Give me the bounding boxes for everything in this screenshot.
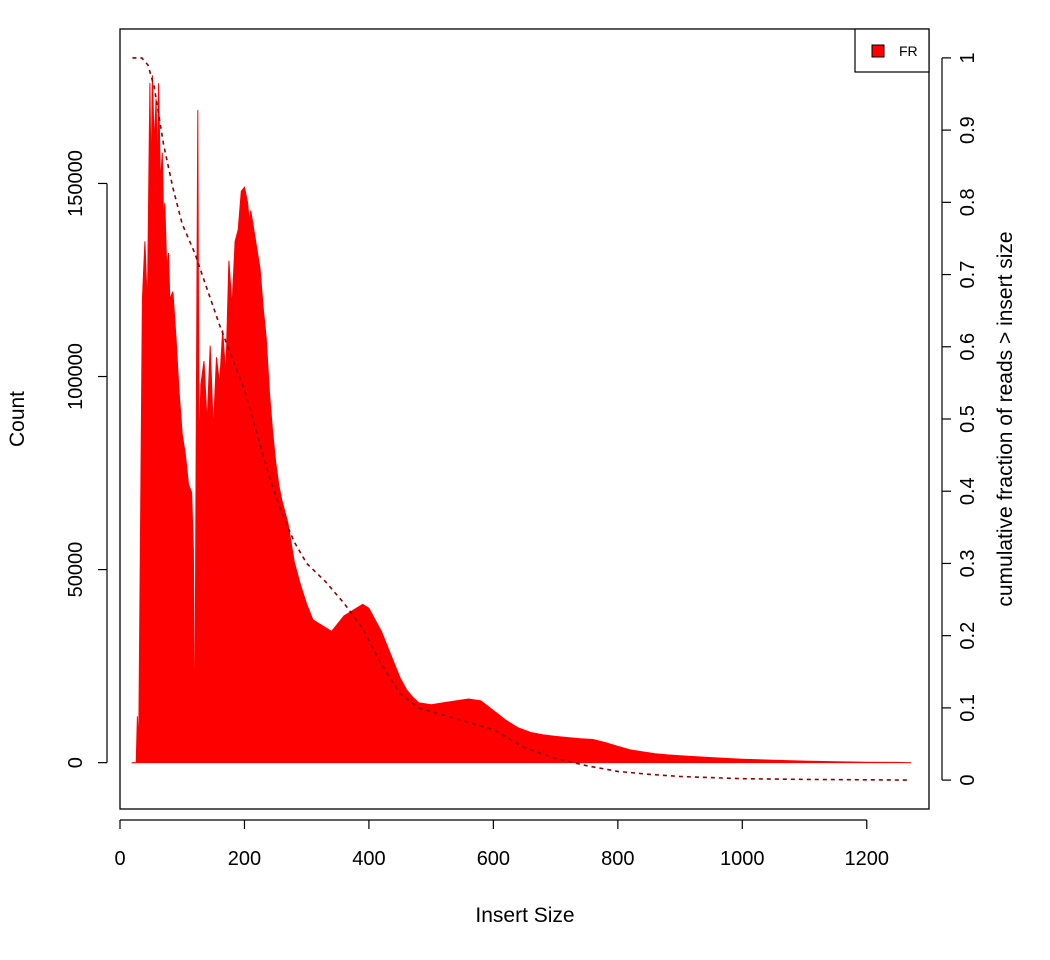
- y2-tick-label: 0.6: [957, 333, 979, 361]
- y2-tick-label: 0.2: [957, 622, 979, 650]
- y2-tick-label: 0.8: [957, 188, 979, 216]
- y2-tick-label: 1: [957, 52, 979, 63]
- plot-frame: [119, 28, 930, 810]
- x-tick-label: 1000: [720, 848, 765, 870]
- legend-label-fr: FR: [899, 43, 918, 59]
- x-tick-label: 400: [352, 848, 385, 870]
- y2-tick-label: 0.1: [957, 694, 979, 722]
- histogram-area-fr: [130, 75, 912, 764]
- x-tick-label: 600: [477, 848, 510, 870]
- legend: FR: [854, 28, 930, 73]
- y2-tick-label: 0.5: [957, 405, 979, 433]
- y-tick-label: 150000: [65, 150, 87, 217]
- y2-tick-label: 0.9: [957, 116, 979, 144]
- y-axis-right: 0 0.1 0.2 0.3 0.4 0.5 0.6 0.7 0.8 0.9 1: [941, 52, 979, 786]
- y2-tick-label: 0.7: [957, 261, 979, 289]
- legend-swatch-fr: [871, 44, 885, 58]
- y2-tick-label: 0.3: [957, 550, 979, 578]
- legend-box: [854, 28, 930, 73]
- cumulative-fraction-line: [132, 57, 911, 781]
- y-tick-label: 0: [65, 757, 87, 768]
- y2-tick-label: 0: [957, 775, 979, 786]
- y-tick-label: 100000: [65, 343, 87, 410]
- x-axis: 0 200 400 600 800 1000 1200: [114, 819, 890, 870]
- histogram-area-layer: [130, 75, 912, 764]
- cumulative-line-layer: [132, 57, 911, 781]
- x-tick-label: 1200: [845, 848, 890, 870]
- x-axis-title: Insert Size: [475, 904, 574, 927]
- x-tick-label: 200: [228, 848, 261, 870]
- y2-axis-title: cumulative fraction of reads > insert si…: [994, 231, 1017, 606]
- y-axis-title: Count: [6, 391, 29, 447]
- x-tick-label: 800: [601, 848, 634, 870]
- x-tick-label: 0: [114, 848, 125, 870]
- y-axis-left: 0 50000 100000 150000: [65, 150, 108, 768]
- y-tick-label: 50000: [65, 542, 87, 598]
- y2-tick-label: 0.4: [957, 477, 979, 505]
